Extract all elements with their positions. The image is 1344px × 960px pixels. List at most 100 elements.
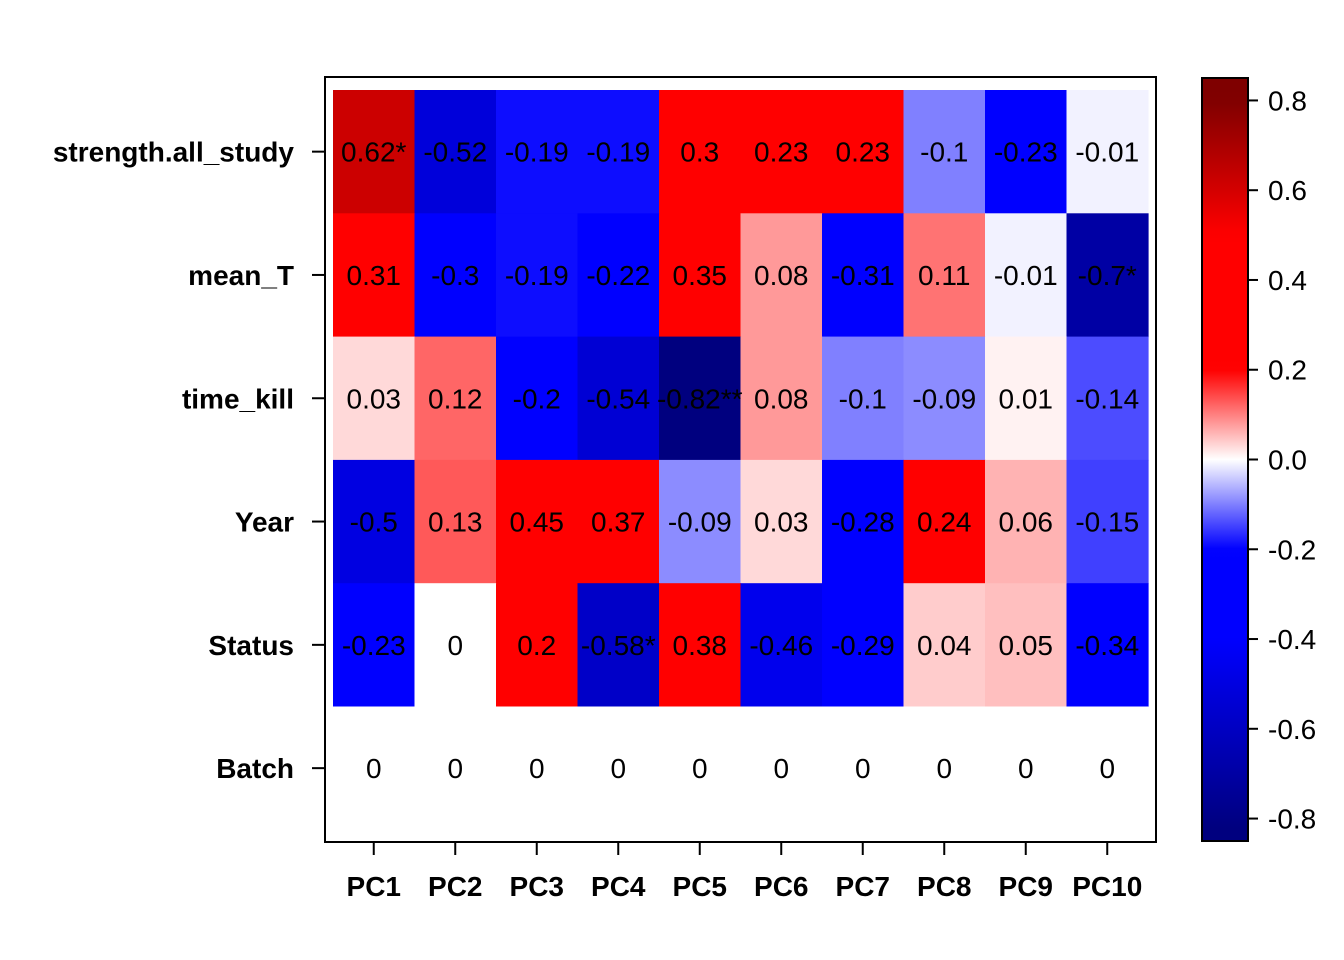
cell-value-label-r0-c5: 0.23 [754,137,809,168]
heatmap-cell-r1-c2 [496,213,579,338]
heatmap-cell-r5-c4 [659,706,742,831]
heatmap-cell-r5-c9 [1066,706,1149,831]
column-label-3: PC4 [591,871,646,902]
cell-value-label-r5-c0: 0 [366,753,382,784]
cell-value-label-r3-c7: 0.24 [917,507,972,538]
heatmap-cell-r1-c8 [985,213,1068,338]
heatmap-cell-r4-c0 [333,583,416,708]
heatmap-cell-r4-c6 [822,583,905,708]
column-label-0: PC1 [347,871,401,902]
cell-value-label-r5-c5: 0 [773,753,789,784]
heatmap-cell-r2-c3 [577,336,660,461]
cell-value-label-r5-c7: 0 [936,753,952,784]
column-axis: PC1 PC2 PC3 PC4 PC5 PC6 PC7 PC8 PC9 PC10 [347,842,1142,902]
cell-value-label-r3-c8: 0.06 [999,507,1054,538]
column-label-7: PC8 [917,871,971,902]
cell-value-label-r0-c1: -0.52 [423,137,487,168]
colorbar: 0.8 0.6 0.4 0.2 0.0 -0.2 -0.4 -0.6 -0.8 [1201,77,1316,842]
heatmap-cell-r2-c6 [822,336,905,461]
cell-value-label-r0-c7: -0.1 [920,137,968,168]
row-label-3: Year [235,507,294,538]
colorbar-tick-label-0: 0.8 [1268,85,1307,116]
colorbar-tick-label-2: 0.4 [1268,265,1307,296]
heatmap-cell-r4-c5 [740,583,823,708]
heatmap-cell-r1-c5 [740,213,823,338]
heatmap-cells [333,90,1149,831]
cell-value-label-r2-c6: -0.1 [839,383,887,414]
cell-value-label-r0-c6: 0.23 [836,137,891,168]
colorbar-tick-label-1: 0.6 [1268,175,1307,206]
heatmap-cell-r3-c8 [985,459,1068,584]
cell-value-label-r3-c3: 0.37 [591,507,646,538]
plot-frame [324,76,1157,843]
heatmap-cell-r4-c9 [1066,583,1149,708]
colorbar-tick-label-7: -0.6 [1268,714,1316,745]
heatmap-cell-r0-c8 [985,90,1068,214]
colorbar-tick-label-4: 0.0 [1268,445,1307,476]
cell-value-label-r4-c8: 0.05 [999,630,1054,661]
heatmap-cell-r1-c9 [1066,213,1149,338]
heatmap-cell-r2-c9 [1066,336,1149,461]
heatmap-cell-r0-c0 [333,90,416,214]
heatmap-cell-r5-c3 [577,706,660,831]
cell-value-label-r4-c4: 0.38 [673,630,728,661]
cell-value-label-r3-c2: 0.45 [510,507,565,538]
cell-value-label-r5-c6: 0 [855,753,871,784]
cell-value-label-r2-c2: -0.2 [513,383,561,414]
cell-value-label-r1-c7: 0.11 [918,260,970,291]
cell-value-label-r0-c9: -0.01 [1075,137,1139,168]
column-label-8: PC9 [999,871,1053,902]
row-label-1: mean_T [188,260,294,291]
cell-value-label-r2-c3: -0.54 [586,383,650,414]
cell-value-label-r1-c6: -0.31 [831,260,895,291]
colorbar-tick-label-3: 0.2 [1268,355,1307,386]
cell-value-label-r2-c0: 0.03 [347,383,402,414]
cell-value-label-r1-c5: 0.08 [754,260,809,291]
heatmap-cell-r5-c0 [333,706,416,831]
heatmap-cell-r5-c1 [414,706,497,831]
cell-value-label-r0-c2: -0.19 [505,137,569,168]
cell-value-label-r2-c7: -0.09 [912,383,976,414]
cell-value-label-r2-c9: -0.14 [1075,383,1139,414]
heatmap-cell-r3-c7 [903,459,986,584]
heatmap-cell-r5-c2 [496,706,579,831]
cell-value-label-r1-c0: 0.31 [347,260,402,291]
heatmap-cell-r1-c6 [822,213,905,338]
cell-value-label-r4-c3: -0.58* [581,630,656,661]
heatmap-cell-values: 0.62* -0.52 -0.19 -0.19 0.3 0.23 0.23 -0.1 -0.23… [341,137,1139,785]
cell-value-label-r4-c6: -0.29 [831,630,895,661]
heatmap-cell-r0-c3 [577,90,660,214]
cell-value-label-r1-c8: -0.01 [994,260,1058,291]
heatmap-cell-r0-c9 [1066,90,1149,214]
heatmap-cell-r2-c7 [903,336,986,461]
cell-value-label-r3-c5: 0.03 [754,507,809,538]
heatmap-cell-r1-c1 [414,213,497,338]
row-axis: strength.all_study mean_T time_kill Year Sta… [53,137,325,784]
cell-value-label-r4-c2: 0.2 [517,630,556,661]
heatmap-cell-r5-c5 [740,706,823,831]
cell-value-label-r2-c5: 0.08 [754,383,809,414]
cell-value-label-r1-c4: 0.35 [673,260,728,291]
heatmap-cell-r0-c5 [740,90,823,214]
row-label-4: Status [208,630,294,661]
heatmap-cell-r3-c3 [577,459,660,584]
column-label-6: PC7 [836,871,890,902]
heatmap-cell-r2-c5 [740,336,823,461]
heatmap-cell-r0-c6 [822,90,905,214]
cell-value-label-r3-c9: -0.15 [1075,507,1139,538]
heatmap-cell-r3-c4 [659,459,742,584]
heatmap-cell-r1-c3 [577,213,660,338]
heatmap-cell-r4-c2 [496,583,579,708]
colorbar-tick-label-5: -0.2 [1268,534,1316,565]
heatmap-cell-r3-c2 [496,459,579,584]
heatmap-cell-r1-c0 [333,213,416,338]
heatmap-cell-r3-c9 [1066,459,1149,584]
heatmap-cell-r4-c7 [903,583,986,708]
column-label-9: PC10 [1072,871,1142,902]
heatmap-cell-r5-c6 [822,706,905,831]
heatmap-cell-r1-c7 [903,213,986,338]
cell-value-label-r5-c2: 0 [529,753,545,784]
heatmap-cell-r2-c1 [414,336,497,461]
column-label-4: PC5 [673,871,727,902]
